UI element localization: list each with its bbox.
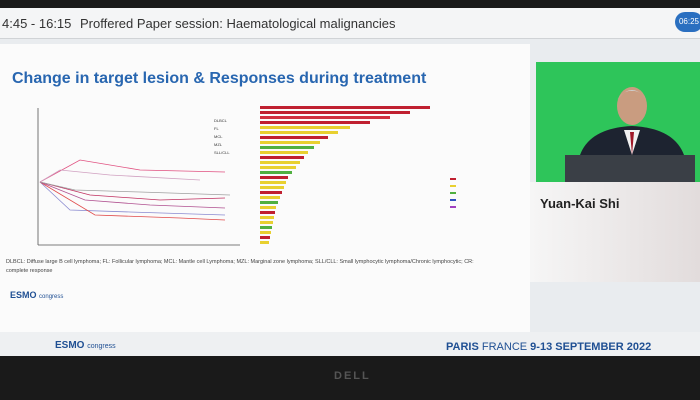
bar bbox=[260, 201, 278, 204]
bar bbox=[260, 186, 284, 189]
session-bar bbox=[0, 8, 700, 39]
legend-item: FL bbox=[214, 126, 219, 131]
bar bbox=[260, 106, 430, 109]
bar bbox=[260, 116, 390, 119]
bar bbox=[260, 206, 276, 209]
spider-plot bbox=[37, 108, 240, 246]
dates: 9-13 SEPTEMBER 2022 bbox=[530, 341, 652, 353]
footer-logo: ESMO congress bbox=[55, 340, 116, 351]
slide-legend: DLBCL FL MCL MZL SLL/CLL bbox=[214, 117, 230, 157]
bar bbox=[260, 121, 370, 124]
bar bbox=[260, 176, 288, 179]
line bbox=[39, 181, 226, 201]
slide-footnote: DLBCL: Diffuse large B cell lymphoma; FL… bbox=[6, 259, 474, 274]
footer-location: PARIS FRANCE 9-13 SEPTEMBER 2022 bbox=[446, 341, 651, 353]
bar bbox=[260, 196, 280, 199]
session-title: Proffered Paper session: Haematological … bbox=[80, 16, 396, 31]
bar bbox=[260, 136, 328, 139]
line bbox=[39, 181, 226, 209]
tie bbox=[630, 132, 634, 155]
line bbox=[39, 159, 226, 183]
head bbox=[617, 87, 647, 125]
monitor-brand: DELL bbox=[334, 370, 371, 382]
logo-suffix: congress bbox=[87, 343, 116, 350]
bar bbox=[260, 191, 282, 194]
bar bbox=[260, 181, 286, 184]
bar bbox=[260, 126, 350, 129]
bar bbox=[260, 131, 338, 134]
country: FRANCE bbox=[481, 341, 528, 353]
line bbox=[39, 181, 226, 221]
waterfall-key bbox=[450, 178, 456, 208]
speaker-figure bbox=[565, 87, 695, 182]
logo-suffix: congress bbox=[39, 294, 64, 300]
session-time: 4:45 - 16:15 bbox=[2, 16, 72, 31]
bar bbox=[260, 141, 320, 144]
bar bbox=[260, 231, 271, 234]
legend-item: SLL/CLL bbox=[214, 150, 230, 155]
bar bbox=[260, 161, 300, 164]
bar bbox=[260, 241, 269, 244]
line bbox=[39, 181, 231, 196]
key-swatch bbox=[450, 199, 456, 201]
bar bbox=[260, 171, 292, 174]
line bbox=[39, 181, 226, 216]
bar bbox=[260, 166, 296, 169]
bar bbox=[260, 111, 410, 114]
bar bbox=[260, 221, 273, 224]
key-swatch bbox=[450, 185, 456, 187]
bar bbox=[260, 211, 275, 214]
bar bbox=[260, 151, 308, 154]
logo-brand: ESMO bbox=[55, 340, 85, 351]
legend-item: DLBCL bbox=[214, 118, 227, 123]
bar bbox=[260, 216, 274, 219]
city: PARIS bbox=[446, 341, 479, 353]
bar bbox=[260, 236, 270, 239]
key-swatch bbox=[450, 206, 456, 208]
legend-item: MZL bbox=[214, 142, 222, 147]
line bbox=[39, 169, 201, 183]
clock-badge: 06:25 bbox=[675, 12, 700, 32]
slide-logo: ESMO congress bbox=[10, 290, 63, 300]
key-swatch bbox=[450, 192, 456, 194]
slide-title: Change in target lesion & Responses duri… bbox=[12, 70, 427, 87]
logo-brand: ESMO bbox=[10, 290, 37, 300]
laptop bbox=[565, 155, 695, 182]
hair bbox=[617, 90, 647, 100]
bar bbox=[260, 226, 272, 229]
speaker-panel bbox=[530, 182, 700, 282]
speaker-name: Yuan-Kai Shi bbox=[540, 196, 620, 211]
bar bbox=[260, 156, 304, 159]
slide-figures bbox=[37, 106, 456, 246]
footer-bar bbox=[0, 332, 700, 356]
bar bbox=[260, 146, 314, 149]
waterfall-plot bbox=[260, 106, 430, 244]
legend-item: MCL bbox=[214, 134, 223, 139]
key-swatch bbox=[450, 178, 456, 180]
